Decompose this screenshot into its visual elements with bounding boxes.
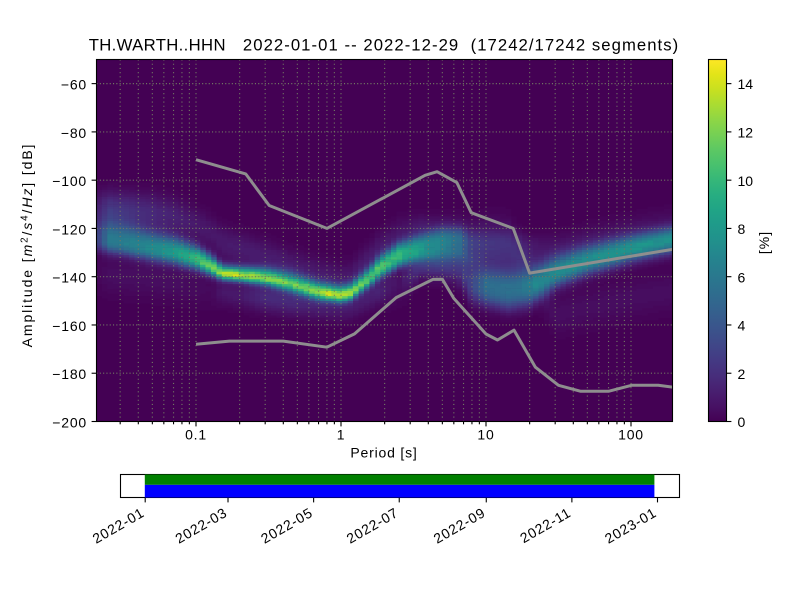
svg-text:−60: −60 [61,77,87,93]
svg-text:1: 1 [337,427,346,443]
svg-text:−180: −180 [52,366,87,382]
svg-text:−100: −100 [52,173,87,189]
svg-text:2: 2 [738,366,746,382]
svg-text:−200: −200 [52,415,87,431]
svg-text:[%]: [%] [756,231,772,254]
svg-text:Amplitude [m2/s4/Hz] [dB]: Amplitude [m2/s4/Hz] [dB] [19,143,35,348]
svg-text:0: 0 [738,414,746,430]
svg-text:−80: −80 [61,125,87,141]
svg-text:TH.WARTH..HHN 2022-01-01 --: TH.WARTH..HHN 2022-01-01 -- 2022-12-29 (… [89,35,680,54]
svg-text:12: 12 [738,125,754,141]
svg-text:8: 8 [738,221,746,237]
svg-text:10: 10 [738,173,754,189]
svg-text:−120: −120 [52,221,87,237]
svg-text:10: 10 [477,427,494,443]
svg-text:−160: −160 [52,318,87,334]
svg-text:100: 100 [618,427,644,443]
svg-text:4: 4 [738,318,746,334]
svg-text:14: 14 [738,76,754,92]
svg-text:Period [s]: Period [s] [350,445,417,461]
svg-text:6: 6 [738,269,746,285]
svg-text:0.1: 0.1 [185,427,207,443]
svg-text:−140: −140 [52,270,87,286]
